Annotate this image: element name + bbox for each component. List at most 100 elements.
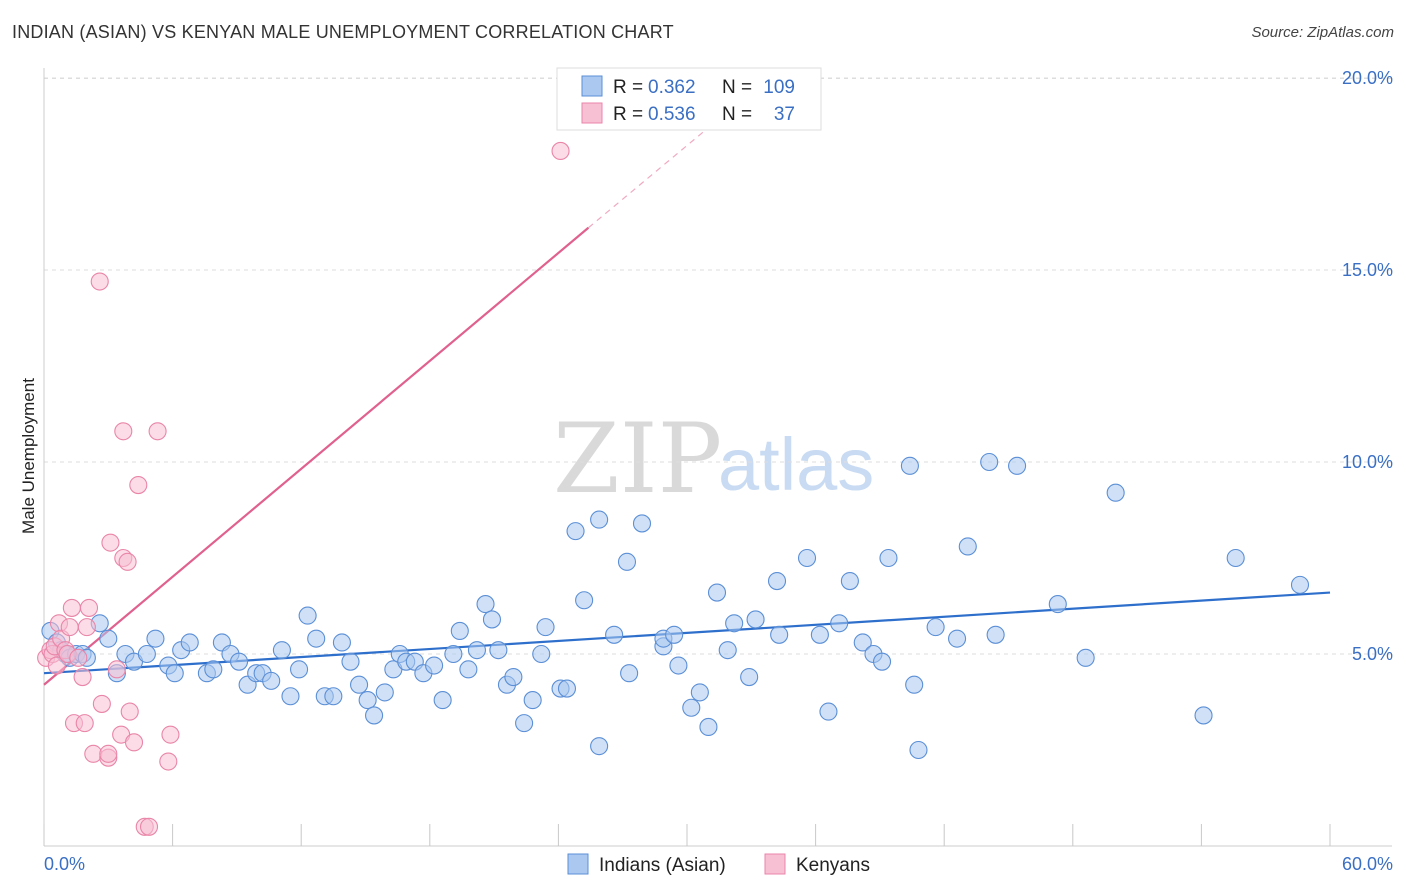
watermark-atlas: atlas bbox=[718, 423, 874, 506]
trendline-kenyans-extension bbox=[588, 123, 714, 229]
point-kenyans bbox=[99, 744, 118, 763]
y-tick-label: 5.0% bbox=[1352, 644, 1393, 664]
point-indians bbox=[669, 656, 688, 675]
point-indians bbox=[523, 691, 542, 710]
point-kenyans bbox=[62, 598, 81, 617]
legend-n-label: N = bbox=[722, 104, 752, 125]
point-indians bbox=[770, 625, 789, 644]
trendlines bbox=[43, 123, 1331, 686]
legend-bottom: Indians (Asian) Kenyans bbox=[567, 853, 870, 876]
point-indians bbox=[632, 514, 652, 533]
data-points bbox=[37, 141, 1310, 836]
point-indians bbox=[467, 641, 487, 660]
point-indians bbox=[1076, 648, 1095, 667]
legend-r-value: 0.362 bbox=[648, 77, 696, 98]
point-indians bbox=[725, 614, 744, 633]
point-indians bbox=[948, 629, 967, 648]
legend-n-value: 109 bbox=[763, 77, 795, 98]
legend-bottom-swatch bbox=[764, 853, 786, 875]
point-kenyans bbox=[148, 422, 167, 441]
point-kenyans bbox=[118, 552, 137, 571]
point-indians bbox=[425, 656, 444, 675]
point-indians bbox=[605, 625, 624, 644]
point-kenyans bbox=[101, 533, 120, 552]
point-indians bbox=[575, 591, 594, 610]
point-kenyans bbox=[75, 714, 94, 733]
point-indians bbox=[450, 621, 469, 641]
legend-bottom-label: Kenyans bbox=[796, 855, 870, 876]
point-indians bbox=[489, 641, 508, 660]
point-indians bbox=[504, 667, 523, 687]
legend-swatch bbox=[581, 102, 603, 124]
point-indians bbox=[204, 660, 223, 679]
point-kenyans bbox=[90, 272, 109, 291]
point-indians bbox=[307, 629, 326, 648]
point-kenyans bbox=[77, 618, 96, 637]
point-indians bbox=[682, 698, 701, 717]
point-indians bbox=[853, 633, 872, 652]
point-indians bbox=[350, 675, 369, 694]
point-indians bbox=[590, 737, 609, 756]
point-indians bbox=[358, 691, 377, 710]
point-indians bbox=[1008, 456, 1027, 475]
chart-title: INDIAN (ASIAN) VS KENYAN MALE UNEMPLOYME… bbox=[12, 22, 674, 42]
point-indians bbox=[482, 610, 502, 629]
y-tick-label: 20.0% bbox=[1342, 68, 1393, 88]
legend-r-label: R = bbox=[613, 104, 643, 125]
point-indians bbox=[746, 610, 765, 629]
point-indians bbox=[665, 625, 684, 644]
point-kenyans bbox=[120, 702, 139, 721]
legend-swatch bbox=[581, 75, 603, 97]
point-indians bbox=[165, 664, 184, 683]
watermark: ZIP atlas bbox=[553, 403, 874, 515]
point-indians bbox=[476, 595, 495, 614]
point-indians bbox=[872, 652, 892, 671]
point-indians bbox=[515, 714, 534, 733]
point-indians bbox=[180, 633, 199, 652]
point-indians bbox=[99, 629, 118, 648]
point-indians bbox=[290, 660, 309, 679]
point-indians bbox=[262, 671, 281, 690]
point-kenyans bbox=[551, 141, 570, 161]
point-indians bbox=[840, 571, 859, 591]
point-indians bbox=[958, 537, 977, 556]
point-kenyans bbox=[159, 752, 178, 771]
point-indians bbox=[532, 644, 551, 664]
point-indians bbox=[690, 683, 709, 702]
point-indians bbox=[620, 664, 639, 683]
axes: 0.0% 60.0% bbox=[43, 68, 1393, 874]
point-indians bbox=[986, 625, 1005, 644]
trendline-kenyans bbox=[43, 226, 590, 686]
point-indians bbox=[272, 641, 291, 660]
point-kenyans bbox=[161, 725, 180, 744]
point-kenyans bbox=[69, 648, 88, 667]
y-axis-label: Male Unemployment bbox=[19, 378, 38, 534]
point-kenyans bbox=[107, 660, 126, 679]
legend-top: R = 0.362 N = 109 R = 0.536 N = 37 bbox=[556, 67, 822, 131]
point-indians bbox=[740, 667, 759, 687]
point-indians bbox=[365, 706, 384, 725]
point-kenyans bbox=[129, 475, 148, 495]
point-indians bbox=[459, 660, 478, 679]
point-indians bbox=[718, 641, 737, 660]
point-indians bbox=[879, 548, 898, 568]
point-indians bbox=[617, 552, 637, 571]
point-kenyans bbox=[84, 744, 103, 763]
point-indians bbox=[146, 629, 165, 648]
point-indians bbox=[566, 522, 585, 541]
watermark-zip: ZIP bbox=[553, 403, 722, 515]
point-indians bbox=[900, 456, 919, 475]
point-indians bbox=[980, 452, 999, 472]
point-indians bbox=[1226, 548, 1245, 568]
legend-n-value: 37 bbox=[774, 104, 795, 125]
trendline-indians bbox=[43, 591, 1331, 675]
point-kenyans bbox=[73, 667, 92, 687]
point-indians bbox=[909, 740, 928, 760]
chart-source: Source: ZipAtlas.com bbox=[1251, 24, 1394, 41]
point-indians bbox=[298, 606, 317, 625]
legend-r-label: R = bbox=[613, 77, 643, 98]
x-tick-label-min: 0.0% bbox=[44, 854, 85, 874]
grid-lines: 5.0% 10.0% 15.0% 20.0% bbox=[44, 68, 1394, 664]
legend-r-value: 0.536 bbox=[648, 104, 696, 125]
